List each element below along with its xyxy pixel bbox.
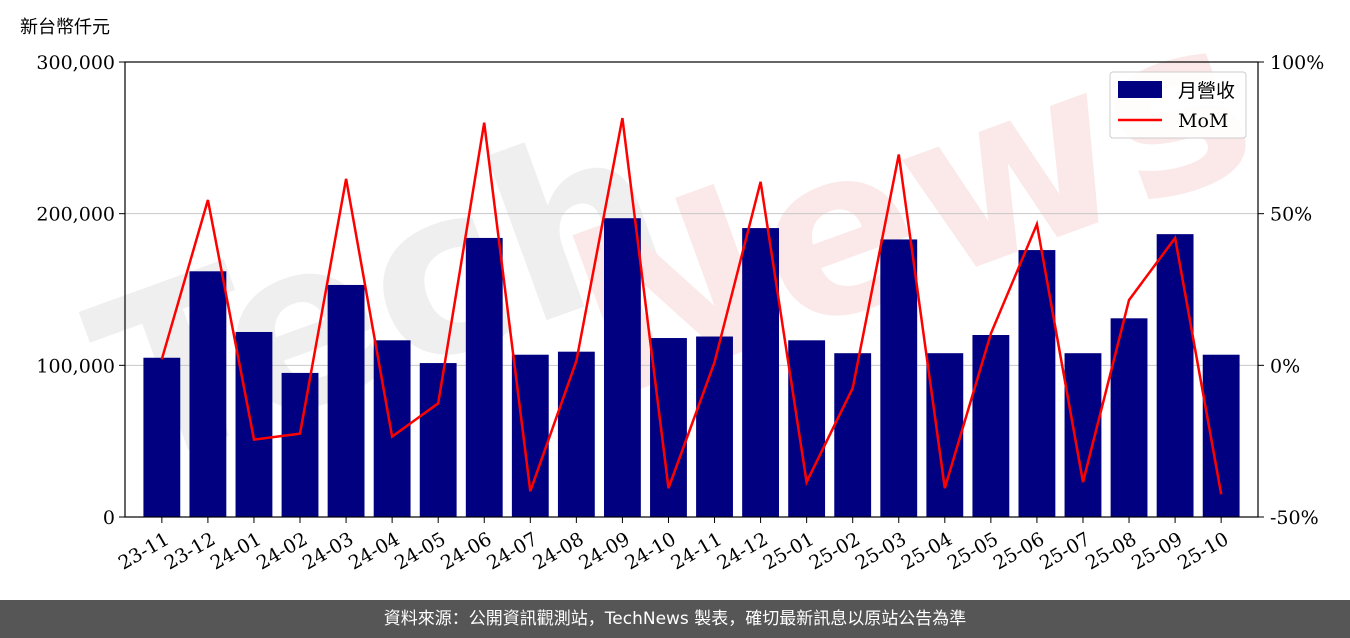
- source-footer: 資料來源：公開資訊觀測站，TechNews 製表，確切最新訊息以原站公告為準: [0, 600, 1350, 638]
- plot-frame: [124, 61, 1259, 518]
- bar: [603, 218, 641, 517]
- bar: [834, 353, 872, 517]
- x-tick-label: 24-05: [391, 528, 449, 574]
- x-tick-label: 23-11: [115, 528, 173, 574]
- y-left-tick-label: 100,000: [36, 355, 115, 377]
- x-tick-label: 25-06: [990, 528, 1048, 574]
- bar: [327, 284, 365, 517]
- y-axis-unit-label: 新台幣仟元: [20, 17, 110, 38]
- mom-line: [160, 117, 1223, 495]
- chart: Tech News 新台幣仟元 0100,000200,000300,000-5…: [20, 0, 1324, 574]
- legend-label-revenue: 月營收: [1178, 80, 1235, 102]
- x-tick-label: 24-12: [713, 528, 771, 574]
- x-tick-label: 25-03: [852, 528, 910, 574]
- bar: [788, 340, 826, 517]
- mom-line-series: [160, 117, 1223, 495]
- y-right-tick-label: -50%: [1270, 507, 1319, 529]
- x-tick-label: 25-09: [1128, 528, 1186, 574]
- bar: [880, 239, 918, 517]
- y-left-tick-label: 0: [103, 507, 115, 529]
- x-tick-label: 25-05: [944, 528, 1002, 574]
- legend-swatch-bar: [1118, 81, 1162, 98]
- bar: [650, 338, 687, 517]
- x-tick-label: 24-06: [437, 528, 495, 574]
- bar: [419, 363, 457, 517]
- y-right-tick-label: 100%: [1270, 52, 1324, 74]
- bar: [696, 336, 733, 517]
- bar: [465, 237, 503, 517]
- bar: [742, 228, 780, 517]
- bar: [281, 372, 319, 517]
- bar: [235, 331, 273, 517]
- x-tick-label: 24-08: [529, 528, 587, 574]
- bar: [972, 335, 1010, 517]
- y-left-tick-label: 300,000: [36, 52, 115, 74]
- x-tick-label: 24-02: [253, 528, 311, 574]
- y-left-tick-label: 200,000: [36, 204, 115, 226]
- bar: [557, 351, 595, 517]
- x-tick-label: 25-04: [898, 528, 956, 574]
- x-tick-label: 24-01: [207, 528, 265, 574]
- x-tick-label: 24-07: [483, 528, 541, 574]
- x-tick-label: 24-03: [299, 528, 357, 574]
- x-tick-label: 24-11: [667, 528, 725, 574]
- x-tick-label: 25-08: [1082, 528, 1140, 574]
- x-tick-label: 25-10: [1174, 528, 1232, 574]
- x-tick-label: 25-02: [806, 528, 864, 574]
- bar-series: [143, 218, 1240, 518]
- bar: [143, 357, 181, 517]
- x-tick-label: 23-12: [161, 528, 219, 574]
- y-right-tick-label: 0%: [1270, 355, 1300, 377]
- x-tick-label: 25-01: [759, 528, 817, 574]
- bar: [926, 353, 964, 517]
- bar: [1156, 234, 1194, 517]
- legend: 月營收 MoM: [1109, 71, 1247, 139]
- x-tick-label: 24-10: [621, 528, 679, 574]
- bar: [189, 271, 227, 517]
- y-right-tick-label: 50%: [1270, 204, 1312, 226]
- x-tick-label: 24-09: [575, 528, 633, 574]
- legend-label-mom: MoM: [1178, 110, 1228, 132]
- x-tick-label: 24-04: [345, 528, 403, 574]
- x-tick-label: 25-07: [1036, 528, 1094, 574]
